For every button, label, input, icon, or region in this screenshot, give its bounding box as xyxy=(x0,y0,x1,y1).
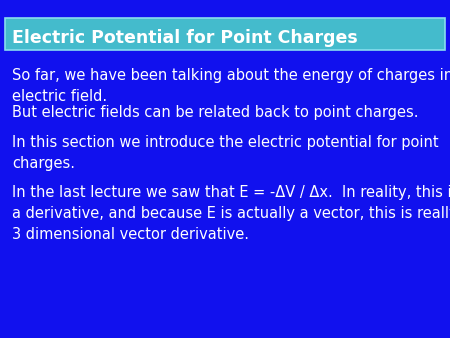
FancyBboxPatch shape xyxy=(5,18,445,50)
Text: Electric Potential for Point Charges: Electric Potential for Point Charges xyxy=(12,29,358,47)
Text: In this section we introduce the electric potential for point
charges.: In this section we introduce the electri… xyxy=(12,135,439,171)
Text: So far, we have been talking about the energy of charges in an
electric field.: So far, we have been talking about the e… xyxy=(12,68,450,104)
Text: In the last lecture we saw that E = -ΔV / Δx.  In reality, this is
a derivative,: In the last lecture we saw that E = -ΔV … xyxy=(12,185,450,242)
Text: But electric fields can be related back to point charges.: But electric fields can be related back … xyxy=(12,105,418,120)
